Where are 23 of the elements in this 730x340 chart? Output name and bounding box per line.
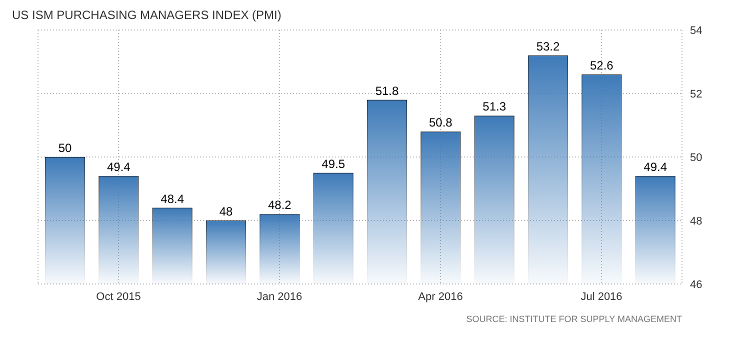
data-label: 50.8 (428, 116, 453, 130)
data-label: 48.2 (268, 198, 292, 212)
x-tick-label: Apr 2016 (418, 290, 463, 303)
y-tick-label: 50 (690, 152, 702, 164)
y-tick-label: 54 (690, 24, 702, 37)
data-label: 51.8 (375, 84, 399, 98)
y-tick-label: 48 (690, 215, 702, 228)
data-label: 49.4 (106, 160, 131, 174)
y-tick-label: 52 (690, 88, 702, 100)
x-tick-label: Jul 2016 (580, 290, 622, 303)
data-label: 51.3 (482, 100, 506, 114)
y-tick-label: 46 (690, 278, 702, 291)
x-tick-label: Jan 2016 (256, 290, 302, 303)
data-label: 49.5 (322, 156, 346, 171)
data-label: 52.6 (590, 58, 614, 72)
data-label: 53.2 (536, 39, 560, 54)
data-label: 48 (219, 204, 233, 218)
chart-title: US ISM PURCHASING MANAGERS INDEX (PMI) (12, 8, 282, 22)
source-note: SOURCE: INSTITUTE FOR SUPPLY MANAGEMENT (466, 314, 682, 324)
data-label: 50 (58, 141, 72, 155)
data-label: 48.4 (160, 192, 184, 206)
x-tick-label: Oct 2015 (96, 290, 141, 303)
data-label: 49.4 (644, 160, 668, 174)
